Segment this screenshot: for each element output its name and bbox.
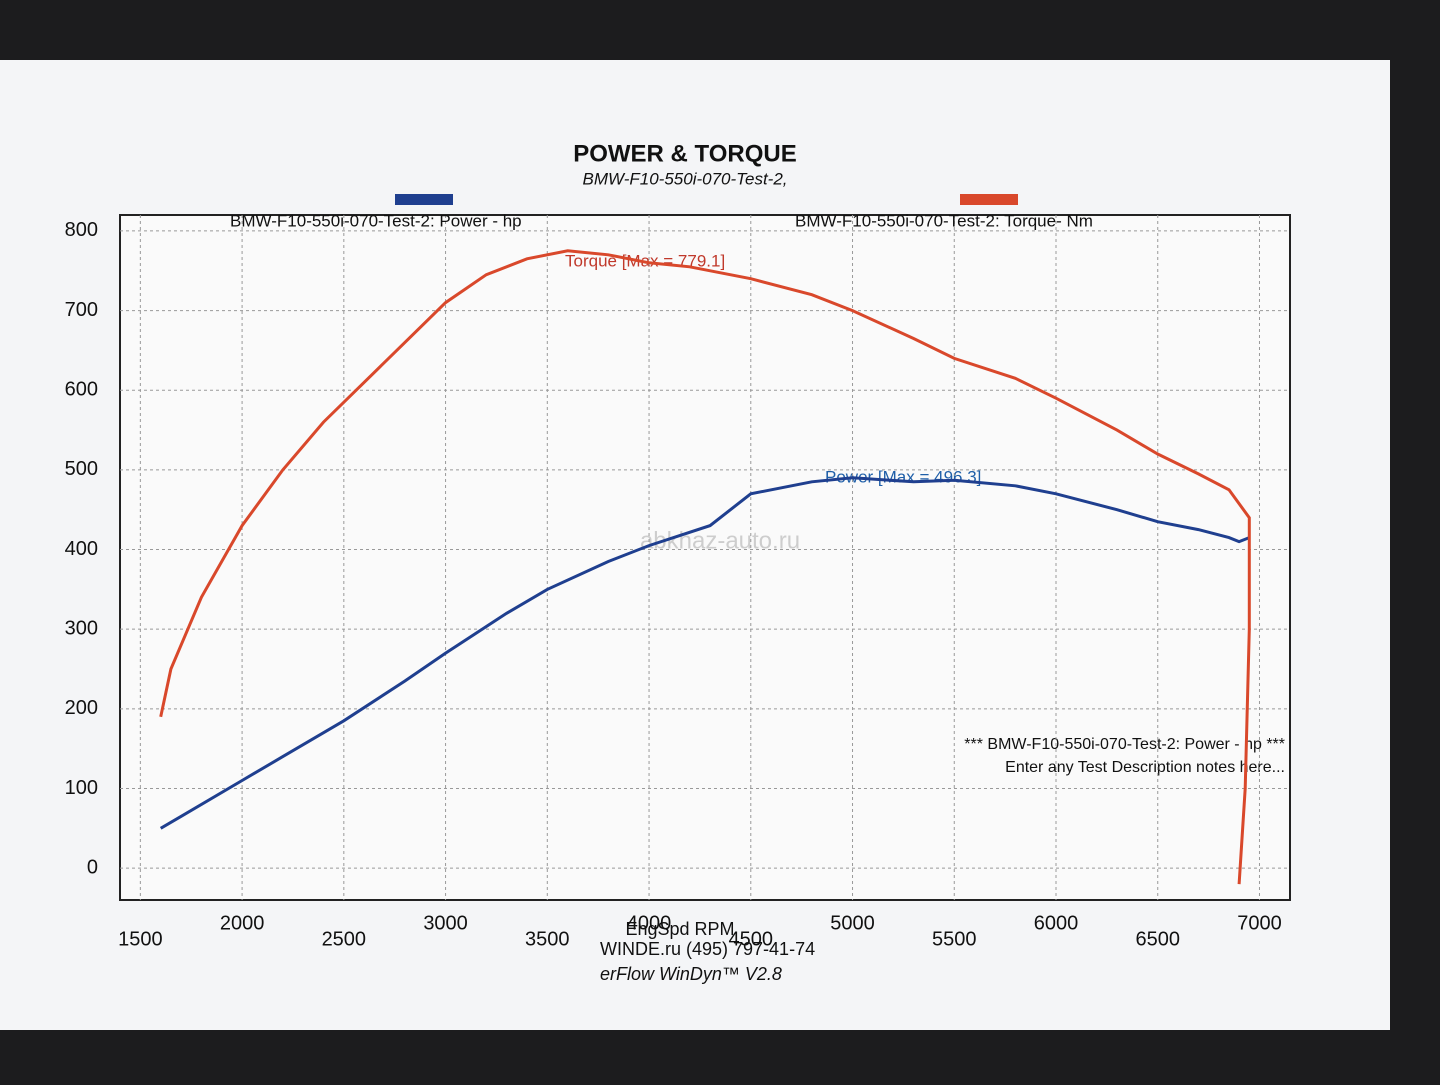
x-tick-label: 3500 bbox=[525, 928, 570, 950]
y-tick-label: 500 bbox=[65, 458, 98, 480]
x-tick-label: 6500 bbox=[1135, 928, 1180, 950]
legend-label: BMW-F10-550i-070-Test-2: Torque- Nm bbox=[795, 211, 1093, 230]
footer-text: erFlow WinDyn™ V2.8 bbox=[600, 964, 782, 984]
x-tick-label: 2500 bbox=[322, 928, 367, 950]
x-tick-label: 1500 bbox=[118, 928, 163, 950]
y-tick-label: 400 bbox=[65, 538, 98, 560]
x-tick-label: 3000 bbox=[423, 912, 468, 934]
legend-swatch bbox=[960, 194, 1018, 205]
y-tick-label: 0 bbox=[87, 856, 98, 878]
x-tick-label: 5500 bbox=[932, 928, 977, 950]
x-axis-label: EngSpd RPM bbox=[625, 919, 734, 939]
legend-label: BMW-F10-550i-070-Test-2: Power - hp bbox=[230, 211, 522, 230]
x-tick-label: 2000 bbox=[220, 912, 265, 934]
footer-text: WINDE.ru (495) 797-41-74 bbox=[600, 939, 815, 959]
series-line bbox=[159, 249, 1251, 885]
x-tick-label: 4500 bbox=[729, 928, 774, 950]
y-tick-label: 800 bbox=[65, 219, 98, 241]
x-tick-label: 4000 bbox=[627, 912, 672, 934]
x-tick-label: 7000 bbox=[1237, 912, 1282, 934]
annotation: *** BMW-F10-550i-070-Test-2: Power - hp … bbox=[964, 736, 1285, 753]
plot-area bbox=[119, 214, 1291, 901]
y-tick-label: 700 bbox=[65, 299, 98, 321]
y-tick-label: 600 bbox=[65, 379, 98, 401]
annotation: Enter any Test Description notes here... bbox=[1005, 759, 1285, 776]
y-tick-label: 300 bbox=[65, 617, 98, 639]
series-line bbox=[159, 476, 1250, 830]
y-tick-label: 200 bbox=[65, 697, 98, 719]
legend-swatch bbox=[395, 194, 453, 205]
x-tick-label: 6000 bbox=[1034, 912, 1079, 934]
x-tick-label: 5000 bbox=[830, 912, 875, 934]
y-tick-label: 100 bbox=[65, 777, 98, 799]
chart-title: POWER & TORQUE bbox=[573, 140, 797, 167]
chart-subtitle: BMW-F10-550i-070-Test-2, bbox=[582, 169, 787, 188]
